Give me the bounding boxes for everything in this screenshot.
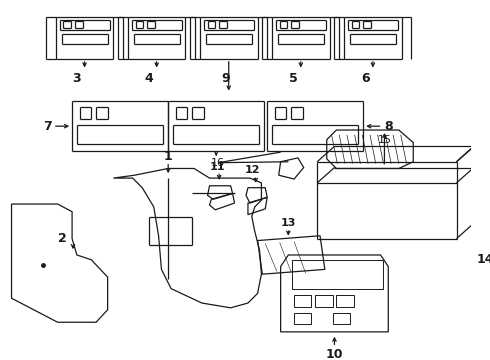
Text: 5: 5 (289, 72, 297, 85)
Text: 11: 11 (209, 162, 225, 172)
Text: 6: 6 (361, 72, 369, 85)
Bar (294, 295, 311, 307)
Text: 13: 13 (281, 218, 296, 228)
Text: 1: 1 (164, 150, 172, 163)
Text: 9: 9 (221, 72, 230, 85)
Bar (336, 295, 354, 307)
Text: 15: 15 (377, 135, 392, 145)
Text: 14: 14 (477, 253, 490, 266)
Bar (292, 260, 383, 289)
Text: 7: 7 (43, 120, 51, 133)
Text: 10: 10 (326, 348, 343, 360)
Text: 12: 12 (245, 165, 261, 175)
Bar (294, 312, 311, 324)
Text: 8: 8 (384, 120, 392, 133)
Text: 2: 2 (58, 232, 67, 245)
Text: 16: 16 (211, 158, 225, 168)
Text: 3: 3 (73, 72, 81, 85)
Text: 4: 4 (145, 72, 153, 85)
Bar (333, 312, 350, 324)
Bar (315, 295, 333, 307)
